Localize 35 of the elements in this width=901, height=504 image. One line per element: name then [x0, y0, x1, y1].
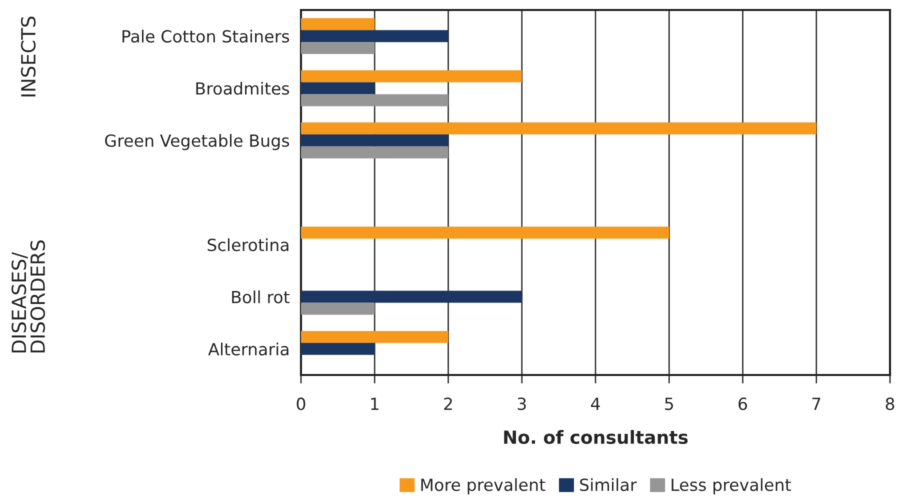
y-tick-label: Green Vegetable Bugs: [105, 134, 290, 150]
x-tick-label: 6: [738, 398, 748, 410]
bar: [301, 330, 448, 343]
y-tick-label: Boll rot: [232, 290, 290, 304]
bar: [301, 302, 375, 315]
bar: [301, 82, 375, 94]
x-tick-label: 5: [665, 398, 673, 410]
x-tick-label: 3: [518, 398, 526, 410]
x-tick-label: 1: [371, 398, 378, 410]
legend-label: More prevalent: [421, 478, 546, 494]
bar: [301, 30, 448, 42]
bar: [301, 42, 375, 54]
text: INSECTS: [20, 16, 36, 96]
y-tick-label: Pale Cotton Stainers: [122, 30, 290, 43]
y-tick-label: Broadmites: [196, 82, 290, 95]
text: DISEASES/ DISORDERS: [12, 240, 46, 352]
bar: [301, 18, 375, 30]
x-tick-label: 4: [591, 398, 600, 410]
x-tick-label: 8: [886, 398, 894, 410]
bar: [301, 122, 816, 134]
x-tick-label: 2: [444, 398, 452, 410]
bar: [301, 290, 522, 303]
x-axis-title: No. of consultants: [504, 430, 688, 444]
x-tick-label: 7: [812, 398, 820, 410]
bar: [301, 94, 448, 106]
y-tick-label: Alternaria: [208, 342, 288, 356]
bar: [301, 70, 522, 82]
y-tick-label: Sclerotina: [208, 238, 288, 252]
x-tick-label: 0: [296, 398, 306, 410]
bar: [301, 342, 375, 355]
bar: [301, 146, 448, 158]
bar: [301, 226, 670, 239]
legend-label: Similar: [580, 478, 637, 492]
legend-label: Less prevalent: [672, 478, 791, 494]
bar: [301, 134, 448, 146]
